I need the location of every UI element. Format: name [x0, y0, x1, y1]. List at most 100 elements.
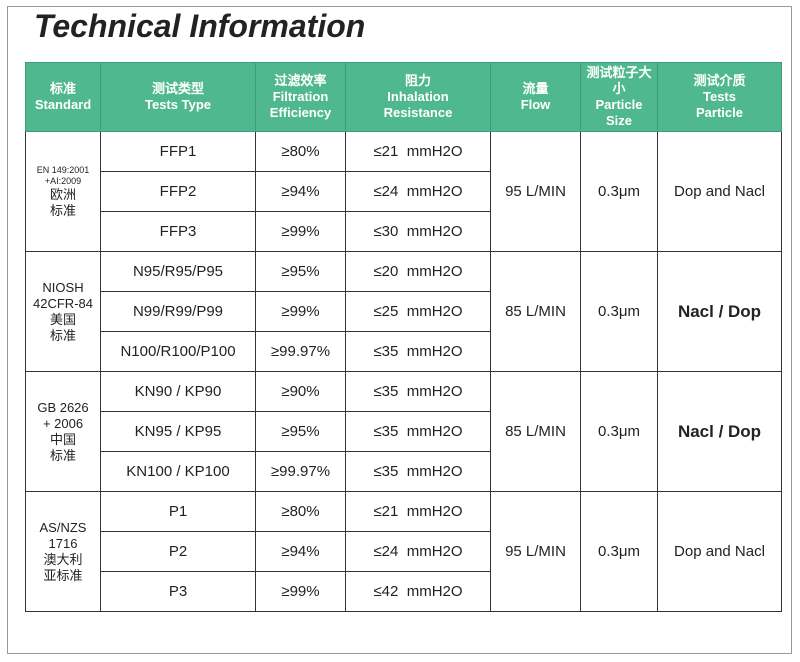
test-type: FFP2 [100, 171, 256, 212]
header-line: 过滤效率 [274, 73, 327, 88]
flow-cell: 85 L/MIN [490, 371, 581, 492]
size-cell: 0.3μm [580, 371, 658, 492]
filtration: ≥99.97% [255, 451, 346, 492]
test-type: KN100 / KP100 [100, 451, 256, 492]
table-body: EN 149:2001 +AI:2009 欧洲 标准 FFP1 ≥80% ≤21 mmH2O… [25, 131, 782, 612]
header-line: Tests [703, 89, 736, 104]
resistance: ≤42 mmH2O [345, 571, 491, 612]
table-row: KN100 / KP100 ≥99.97% ≤35 mmH2O [26, 451, 782, 492]
resistance: ≤35 mmH2O [345, 411, 491, 452]
frame [7, 6, 792, 654]
test-type: KN95 / KP95 [100, 411, 256, 452]
header-cell: 标准 Standard [25, 62, 101, 132]
resistance: ≤21 mmH2O [345, 491, 491, 532]
header-line: Standard [34, 97, 92, 112]
flow-cell: 85 L/MIN [490, 251, 581, 372]
filtration: ≥99% [255, 211, 346, 252]
header-cell: 测试粒子大小 Particle Size [580, 62, 658, 132]
filtration: ≥94% [255, 171, 346, 212]
table-row: N100/R100/P100 ≥99.97% ≤35 mmH2O [26, 331, 782, 372]
header-line: 测试粒子大小 [586, 65, 652, 96]
filtration: ≥95% [255, 411, 346, 452]
filtration: ≥90% [255, 371, 346, 412]
test-type: P2 [100, 531, 256, 572]
test-type: KN90 / KP90 [100, 371, 256, 412]
test-type: N100/R100/P100 [100, 331, 256, 372]
header-line: Tests Type [145, 97, 211, 112]
standard-line: 标准 [49, 202, 76, 218]
resistance: ≤35 mmH2O [345, 331, 491, 372]
standard-cell: AS/NZS 1716 澳大利 亚标准 [25, 491, 101, 612]
header-line: Particle [696, 105, 743, 120]
header-cell: 测试介质 Tests Particle [657, 62, 782, 132]
test-type: N99/R99/P99 [100, 291, 256, 332]
standard-line: EN 149:2001 [36, 164, 90, 175]
size-cell: 0.3μm [580, 491, 658, 612]
resistance: ≤24 mmH2O [345, 531, 491, 572]
test-type: FFP3 [100, 211, 256, 252]
standard-line: 标准 [49, 447, 76, 463]
standard-line: 1716 [48, 535, 78, 551]
test-type: P3 [100, 571, 256, 612]
header-line: Efficiency [269, 105, 332, 120]
resistance: ≤30 mmH2O [345, 211, 491, 252]
resistance: ≤25 mmH2O [345, 291, 491, 332]
header-cell: 过滤效率 Filtration Efficiency [255, 62, 346, 132]
standard-line: 42CFR-84 [33, 295, 93, 311]
header-cell: 流量 Flow [490, 62, 581, 132]
spec-table: 标准 Standard 测试类型 Tests Type 过滤效率 Filtration Ef… [25, 62, 782, 612]
standard-line: + 2006 [42, 415, 84, 431]
filtration: ≥99% [255, 291, 346, 332]
header-line: Flow [520, 97, 551, 112]
standard-line: 标准 [49, 327, 76, 343]
particle-cell: Dop and Nacl [657, 131, 782, 252]
flow-cell: 95 L/MIN [490, 131, 581, 252]
table-row: P3 ≥99% ≤42 mmH2O [26, 571, 782, 612]
header-line: Particle [595, 97, 643, 112]
table-row: AS/NZS 1716 澳大利 亚标准 P1 ≥80% ≤21 mmH2O 95 L/MIN 0… [25, 491, 782, 612]
particle-cell: Nacl / Dop [657, 251, 782, 372]
header-line: 测试类型 [151, 81, 204, 96]
standard-line: 欧洲 [49, 186, 76, 202]
resistance: ≤20 mmH2O [345, 251, 491, 292]
filtration: ≥95% [255, 251, 346, 292]
resistance: ≤21 mmH2O [345, 131, 491, 172]
particle-cell: Nacl / Dop [657, 371, 782, 492]
header-line: Resistance [383, 105, 453, 120]
header-cell: 测试类型 Tests Type [100, 62, 256, 132]
standard-line: 澳大利 [43, 551, 83, 567]
header-line: Filtration [272, 89, 329, 104]
size-cell: 0.3μm [580, 251, 658, 372]
header-line: 阻力 [404, 73, 431, 88]
table-row: GB 2626 + 2006 中国 标准 KN90 / KP90 ≥90% ≤35 mmH2… [25, 371, 782, 492]
header-row: 标准 Standard 测试类型 Tests Type 过滤效率 Filtration Ef… [25, 62, 782, 132]
filtration: ≥99% [255, 571, 346, 612]
filtration: ≥99.97% [255, 331, 346, 372]
title: Technical Information [34, 8, 366, 44]
table-row: FFP3 ≥99% ≤30 mmH2O [26, 211, 782, 252]
standard-line: 美国 [49, 311, 76, 327]
standard-line: NIOSH [42, 279, 84, 295]
resistance: ≤24 mmH2O [345, 171, 491, 212]
table-row: N99/R99/P99 ≥99% ≤25 mmH2O [26, 291, 782, 332]
table-row: P2 ≥94% ≤24 mmH2O [26, 531, 782, 572]
standard-line: +AI:2009 [44, 175, 82, 186]
table-row: EN 149:2001 +AI:2009 欧洲 标准 FFP1 ≥80% ≤21 mmH2O… [25, 131, 782, 252]
header-line: 标准 [49, 81, 76, 96]
test-type: P1 [100, 491, 256, 532]
table-row: NIOSH 42CFR-84 美国 标准 N95/R95/P95 ≥95% ≤20 mmH2… [25, 251, 782, 372]
particle-cell: Dop and Nacl [657, 491, 782, 612]
standard-cell: EN 149:2001 +AI:2009 欧洲 标准 [25, 131, 101, 252]
standard-line: GB 2626 [37, 399, 89, 415]
header-cell: 阻力 Inhalation Resistance [345, 62, 491, 132]
standard-line: 中国 [49, 431, 76, 447]
filtration: ≥80% [255, 491, 346, 532]
standard-cell: GB 2626 + 2006 中国 标准 [25, 371, 101, 492]
filtration: ≥94% [255, 531, 346, 572]
resistance: ≤35 mmH2O [345, 371, 491, 412]
flow-cell: 95 L/MIN [490, 491, 581, 612]
header-line: Size [605, 113, 632, 128]
test-type: N95/R95/P95 [100, 251, 256, 292]
header-line: 测试介质 [693, 73, 746, 88]
